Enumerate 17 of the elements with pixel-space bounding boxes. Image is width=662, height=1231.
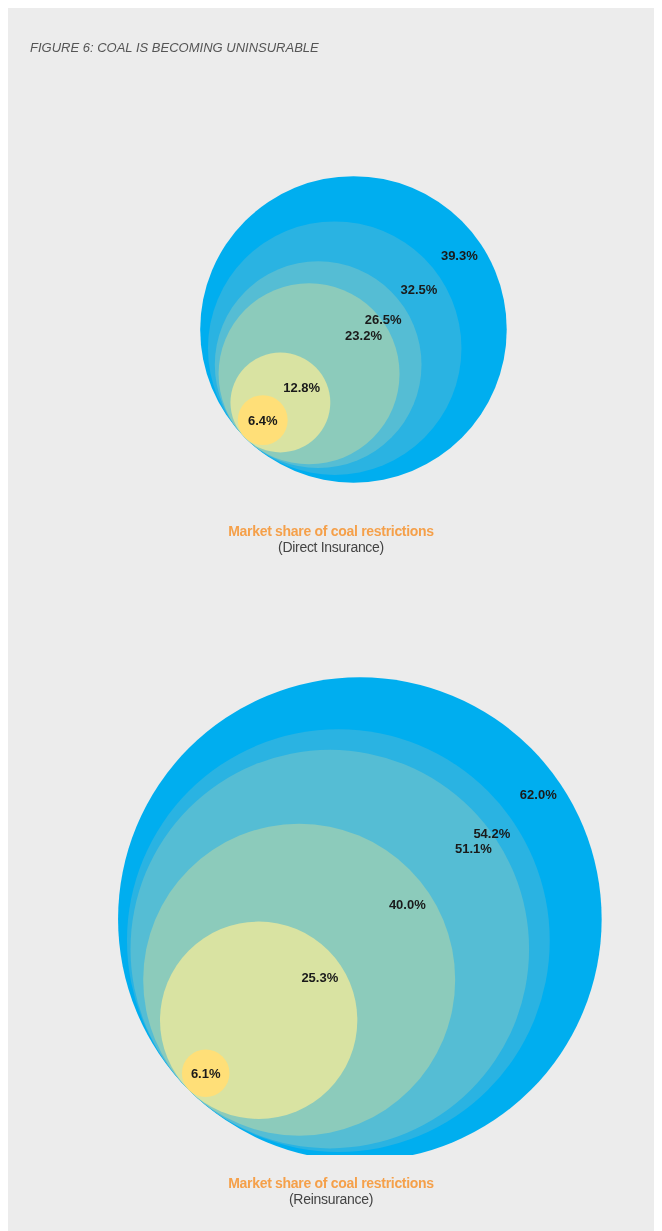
data-label: 26.5% xyxy=(364,311,403,327)
data-label: 12.8% xyxy=(283,380,321,396)
text: Market share of coal restrictions xyxy=(227,523,435,539)
text: (Direct Insurance) xyxy=(277,539,385,555)
data-label: 6.4% xyxy=(247,412,278,428)
data-label: 51.1% xyxy=(454,841,493,857)
data-label: 62.0% xyxy=(519,786,558,802)
data-label: 6.1% xyxy=(190,1065,221,1081)
text: FIGURE 6: COAL IS BECOMING UNINSURABLE xyxy=(29,39,320,57)
data-label: 39.3% xyxy=(440,247,479,263)
data-label: 40.0% xyxy=(388,896,427,912)
text: Market share of coal restrictions xyxy=(227,1175,435,1191)
data-label: 32.5% xyxy=(400,281,438,297)
data-label: 23.2% xyxy=(345,328,383,344)
data-label: 54.2% xyxy=(473,825,511,841)
data-label: 25.3% xyxy=(301,969,339,985)
text: (Reinsurance) xyxy=(288,1191,374,1207)
